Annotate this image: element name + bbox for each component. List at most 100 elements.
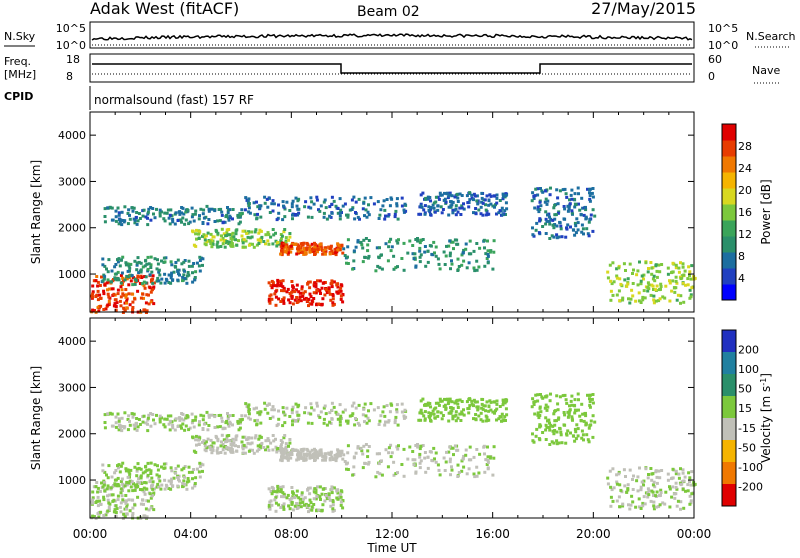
echo-cell bbox=[281, 218, 285, 222]
echo-cell bbox=[319, 246, 323, 250]
echo-cell bbox=[688, 274, 691, 277]
echo-cell bbox=[221, 242, 225, 246]
echo-cell bbox=[96, 495, 100, 499]
echo-cell bbox=[454, 419, 458, 423]
nsky-label: N.Sky bbox=[4, 30, 36, 43]
echo-cell bbox=[559, 224, 563, 228]
echo-cell bbox=[169, 487, 173, 491]
echo-cell bbox=[134, 485, 138, 489]
echo-cell bbox=[366, 243, 370, 247]
echo-cell bbox=[234, 444, 237, 448]
echo-cell bbox=[639, 488, 643, 492]
echo-cell bbox=[182, 466, 186, 470]
echo-cell bbox=[299, 505, 303, 509]
echo-cell bbox=[424, 264, 428, 268]
echo-cell bbox=[102, 483, 106, 487]
echo-cell bbox=[315, 509, 318, 513]
echo-cell bbox=[297, 450, 300, 454]
echo-cell bbox=[384, 448, 388, 452]
nsky-line bbox=[91, 33, 693, 41]
echo-cell bbox=[259, 204, 263, 208]
echo-cell bbox=[162, 256, 166, 260]
freq-label: Freq. bbox=[4, 55, 31, 68]
echo-cell bbox=[395, 239, 399, 243]
echo-cell bbox=[106, 509, 110, 513]
echo-cell bbox=[186, 477, 190, 480]
echo-cell bbox=[195, 467, 199, 471]
echo-cell bbox=[637, 505, 641, 509]
echo-cell bbox=[641, 295, 645, 299]
echo-cell bbox=[184, 218, 188, 222]
echo-cell bbox=[307, 297, 311, 301]
echo-cell bbox=[376, 406, 380, 410]
echo-cell bbox=[212, 235, 216, 239]
echo-cell bbox=[680, 480, 684, 484]
echo-cell bbox=[421, 238, 425, 241]
echo-cell bbox=[143, 264, 147, 268]
echo-cell bbox=[624, 269, 627, 272]
echo-cell bbox=[389, 237, 393, 241]
echo-cell bbox=[163, 487, 167, 491]
echo-cell bbox=[366, 256, 370, 260]
echo-cell bbox=[586, 187, 589, 191]
time-tick-label: 00:00 bbox=[73, 527, 108, 541]
echo-cell bbox=[423, 456, 427, 460]
echo-cell bbox=[299, 456, 303, 460]
echo-cell bbox=[184, 210, 188, 214]
echo-cell bbox=[668, 279, 671, 283]
echo-cell bbox=[560, 441, 564, 445]
echo-cell bbox=[265, 197, 269, 201]
echo-cell bbox=[686, 483, 690, 487]
echo-cell bbox=[486, 254, 490, 258]
echo-cell bbox=[606, 482, 610, 486]
echo-cell bbox=[132, 206, 136, 210]
echo-cell bbox=[621, 296, 625, 300]
echo-cell bbox=[647, 473, 650, 476]
echo-cell bbox=[622, 262, 626, 266]
echo-cell bbox=[92, 485, 96, 489]
echo-cell bbox=[341, 499, 345, 503]
echo-cell bbox=[267, 503, 271, 507]
colorbar-swatch bbox=[722, 418, 736, 441]
echo-cell bbox=[688, 494, 692, 498]
echo-cell bbox=[413, 252, 417, 256]
echo-cell bbox=[462, 413, 466, 417]
echo-cell bbox=[623, 278, 627, 282]
echo-cell bbox=[201, 212, 205, 216]
echo-cell bbox=[302, 458, 306, 462]
echo-cell bbox=[394, 415, 398, 419]
echo-cell bbox=[132, 412, 136, 416]
echo-cell bbox=[541, 190, 545, 194]
echo-cell bbox=[504, 192, 508, 196]
echo-cell bbox=[194, 415, 198, 419]
echo-cell bbox=[486, 455, 490, 459]
echo-cell bbox=[98, 499, 102, 503]
echo-cell bbox=[336, 285, 340, 289]
echo-cell bbox=[582, 419, 586, 423]
echo-cell bbox=[170, 469, 174, 473]
echo-cell bbox=[300, 250, 304, 254]
echo-cell bbox=[125, 301, 128, 305]
echo-cell bbox=[396, 217, 400, 221]
echo-cell bbox=[108, 280, 112, 284]
echo-cell bbox=[299, 454, 303, 458]
echo-cell bbox=[531, 191, 535, 195]
echo-cell bbox=[493, 194, 497, 198]
echo-cell bbox=[299, 448, 303, 452]
echo-cell bbox=[145, 293, 149, 297]
echo-cell bbox=[618, 505, 622, 509]
echo-cell bbox=[290, 205, 294, 209]
echo-cell bbox=[378, 246, 381, 250]
echo-cell bbox=[167, 422, 171, 426]
echo-cell bbox=[332, 405, 336, 409]
echo-cell bbox=[314, 285, 318, 289]
echo-cell bbox=[615, 293, 619, 297]
echo-cell bbox=[411, 244, 415, 247]
echo-cell bbox=[228, 208, 232, 212]
echo-cell bbox=[251, 448, 254, 452]
echo-cell bbox=[343, 460, 347, 463]
echo-cell bbox=[363, 420, 366, 424]
echo-cell bbox=[158, 214, 162, 218]
echo-cell bbox=[274, 295, 278, 299]
echo-cell bbox=[109, 287, 113, 291]
